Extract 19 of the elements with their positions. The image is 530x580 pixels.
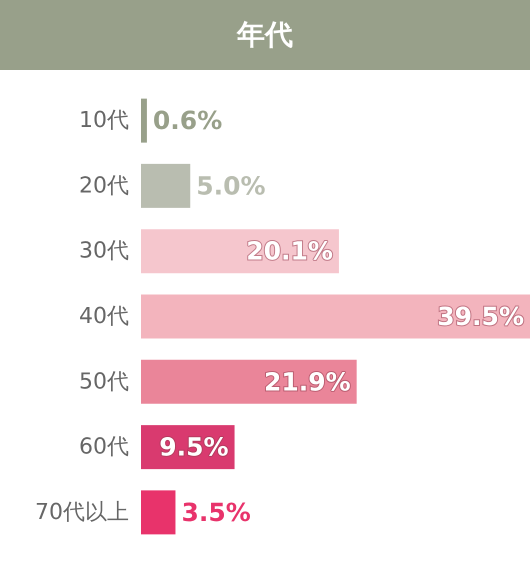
data-label: 21.9%: [264, 367, 351, 396]
chart-title: 年代: [0, 0, 530, 70]
bar: [141, 164, 190, 208]
y-tick-label: 60代: [79, 434, 129, 460]
data-label: 20.1%: [246, 236, 333, 266]
y-tick-label: 40代: [79, 304, 129, 329]
y-tick-label: 20代: [79, 173, 129, 198]
bar: [141, 98, 147, 143]
y-tick-label: 70代以上: [35, 500, 129, 525]
y-tick-label: 30代: [79, 238, 129, 264]
y-tick-label: 10代: [79, 108, 129, 134]
bar: [141, 294, 530, 338]
data-label: 3.5%: [181, 498, 251, 527]
data-label: 0.6%: [152, 106, 222, 136]
y-tick-label: 50代: [79, 369, 129, 394]
data-label: 9.5%: [159, 432, 229, 462]
bar: [141, 490, 176, 534]
data-label: 5.0%: [196, 171, 266, 200]
data-label: 39.5%: [437, 302, 524, 331]
